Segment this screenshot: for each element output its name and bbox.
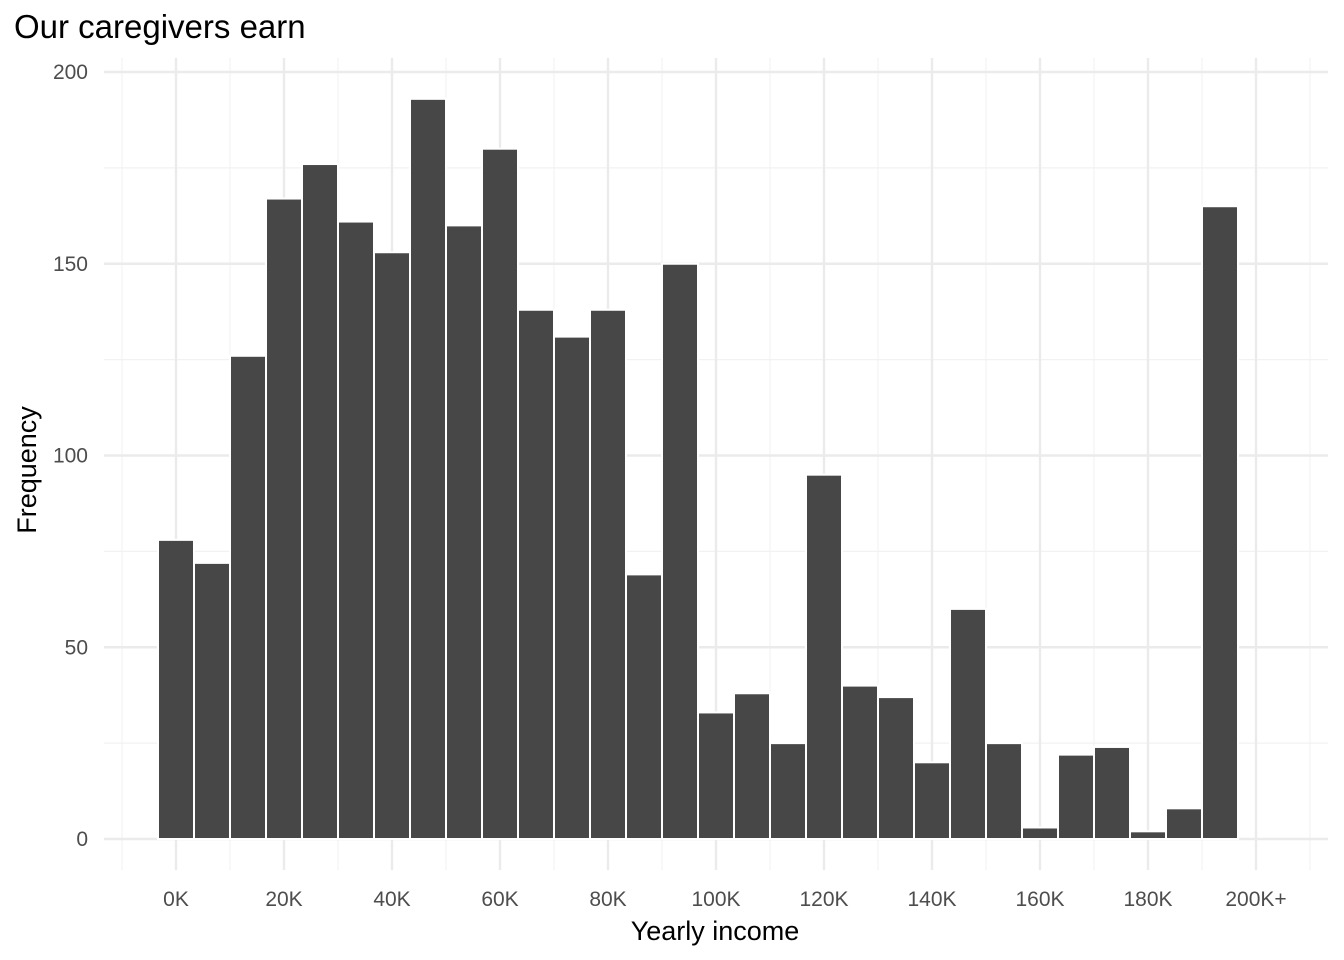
x-tick-label: 20K [265,888,302,911]
x-tick-label: 0K [163,888,189,911]
histogram-bar [264,197,304,840]
histogram-bar [517,308,556,840]
histogram-bar [444,224,483,840]
histogram-bar [912,761,952,840]
x-tick-label: 40K [373,888,410,911]
x-tick-label: 180K [1123,888,1172,911]
bars [156,97,1239,841]
histogram-bar [193,561,232,840]
x-tick-label: 120K [799,888,848,911]
histogram-bar [552,335,591,840]
y-tick-label: 50 [65,636,88,659]
y-axis-ticks: 0 50 100 150 200 [53,61,88,851]
histogram-bar [625,573,664,840]
histogram-bar [660,262,699,840]
chart-title: Our caregivers earn [14,8,306,45]
x-tick-label: 160K [1015,888,1064,911]
histogram-bar [588,308,628,840]
y-tick-label: 150 [53,253,88,276]
histogram-bar [1128,830,1168,841]
histogram-bar [1200,205,1239,841]
histogram-bar [876,696,915,840]
y-tick-label: 100 [53,445,88,468]
x-tick-label: 60K [481,888,518,911]
histogram-bar [841,684,880,840]
histogram-bar [1020,826,1060,840]
histogram-bar [480,147,520,840]
y-tick-label: 200 [53,61,88,84]
x-tick-label: 140K [907,888,956,911]
histogram-bar [768,742,807,840]
histogram-bar [156,538,196,840]
x-tick-label: 200K+ [1225,888,1286,911]
histogram-bar [372,251,412,840]
histogram-bar [984,742,1023,840]
y-axis-title: Frequency [12,406,42,534]
x-axis-ticks: 0K 20K 40K 60K 80K 100K 120K 140K 160K 180K 200K+ [163,888,1287,911]
histogram-bar [804,473,844,840]
histogram-bar [228,354,267,840]
x-axis-title: Yearly income [631,916,800,946]
x-tick-label: 80K [589,888,626,911]
histogram-bar [336,220,375,840]
histogram-bar [696,711,736,841]
histogram-bar [1057,753,1096,841]
histogram-bar [949,607,988,841]
y-tick-label: 0 [76,828,88,851]
histogram-bar [1092,745,1131,841]
histogram-bar [733,692,772,841]
x-tick-label: 100K [691,888,740,911]
histogram-bar [1165,807,1204,841]
histogram-bar [409,97,448,841]
histogram-bar [301,163,340,841]
